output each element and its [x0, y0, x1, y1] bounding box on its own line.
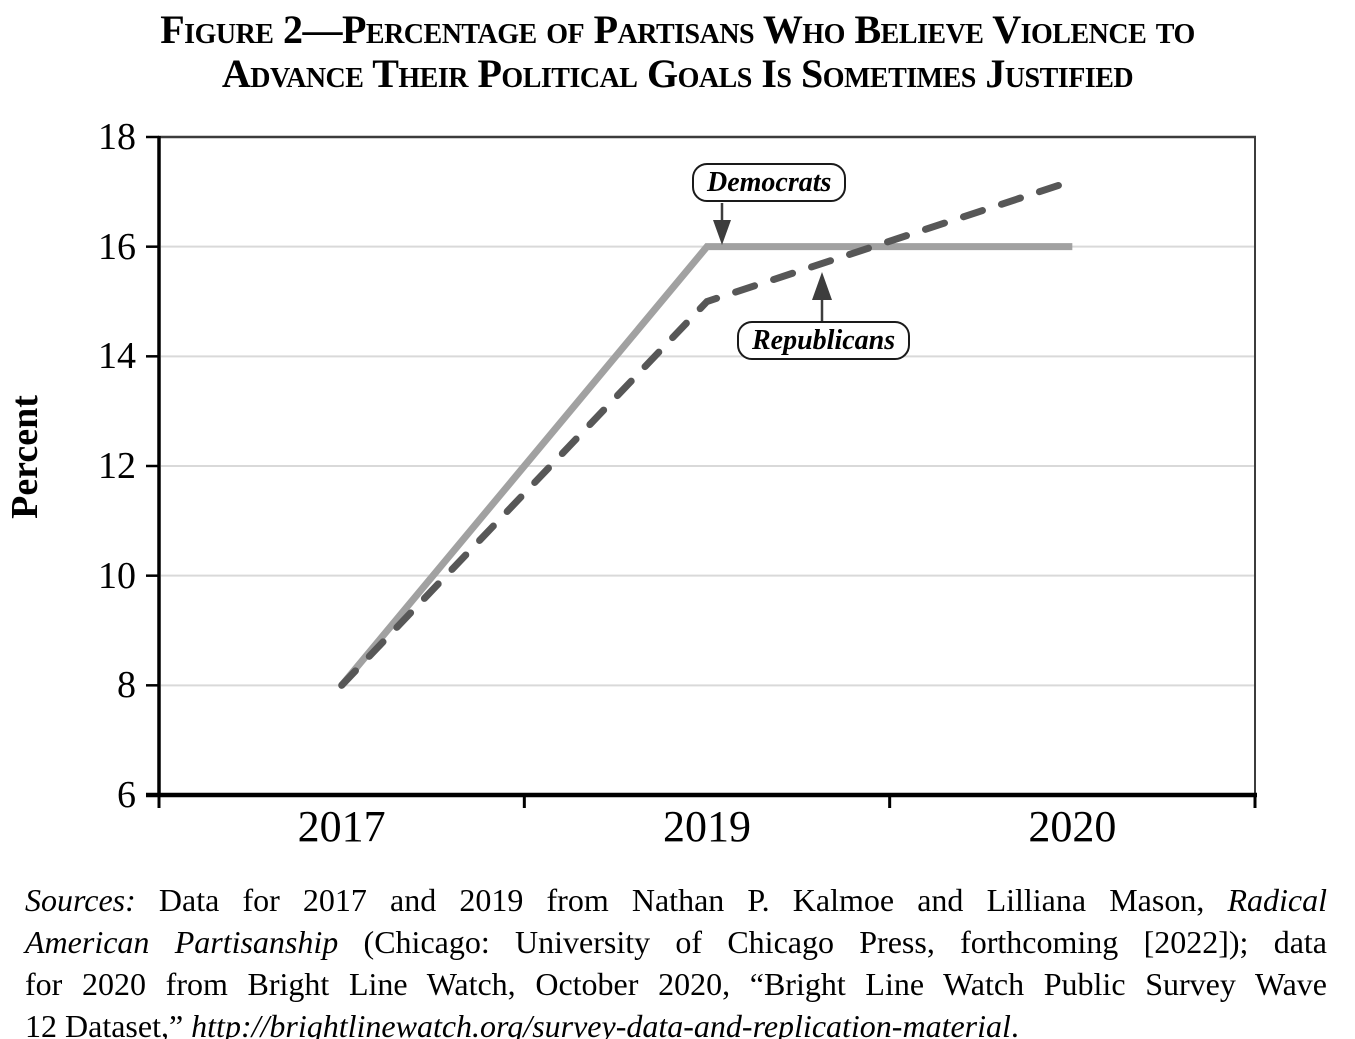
y-tick-label: 18 — [98, 116, 136, 158]
sources-italic-text: http://brightlinewatch.org/survey-data-a… — [191, 1008, 1011, 1039]
y-tick-label: 12 — [98, 445, 136, 487]
republicans-annotation-label: Republicans — [737, 321, 911, 360]
y-tick-label: 14 — [98, 335, 136, 378]
figure-title-line2: Advance Their Political Goals Is Sometim… — [221, 51, 1134, 96]
x-tick-label: 2017 — [297, 802, 386, 851]
sources-line: American Partisanship (Chicago: Universi… — [25, 921, 1327, 963]
figure-title-line1: Figure 2—Percentage of Partisans Who Bel… — [160, 7, 1195, 52]
sources-text: . — [1010, 1008, 1019, 1039]
sources-note: Sources: Data for 2017 and 2019 from Nat… — [25, 879, 1327, 1039]
y-tick-label: 6 — [117, 774, 136, 816]
republicans-line — [338, 177, 1076, 689]
sources-text: (Chicago: University of Chicago Press, f… — [338, 924, 1327, 960]
sources-text: 12 Dataset,” — [25, 1008, 192, 1039]
sources-italic-text: American Partisanship — [25, 924, 339, 960]
democrats-arrowhead-icon — [713, 220, 731, 245]
sources-line: Sources: Data for 2017 and 2019 from Nat… — [25, 879, 1327, 921]
sources-italic-text: Radical — [1227, 882, 1327, 918]
sources-text: Data for 2017 and 2019 from Nathan P. Ka… — [135, 882, 1228, 918]
republicans-arrowhead-icon — [812, 272, 832, 300]
democrats-line — [338, 243, 1073, 688]
sources-line: for 2020 from Bright Line Watch, October… — [25, 963, 1327, 1005]
sources-line: 12 Dataset,” http://brightlinewatch.org/… — [25, 1005, 1327, 1039]
x-tick-label: 2019 — [663, 802, 751, 851]
x-tick-label: 2020 — [1028, 802, 1117, 851]
y-tick-label: 10 — [98, 554, 136, 597]
figure-title: Figure 2—Percentage of Partisans Who Bel… — [0, 8, 1355, 96]
sources-italic-text: Sources: — [25, 882, 136, 918]
sources-text: for 2020 from Bright Line Watch, October… — [25, 966, 1327, 1002]
y-tick-label: 16 — [98, 225, 136, 268]
plot-canvas — [146, 135, 1257, 808]
democrats-annotation-label: Democrats — [692, 163, 847, 202]
y-tick-label: 8 — [117, 664, 136, 707]
chart-area: Percent 6 8 10 12 14 16 18 2017 2019 2020 Democra… — [4, 116, 1257, 851]
